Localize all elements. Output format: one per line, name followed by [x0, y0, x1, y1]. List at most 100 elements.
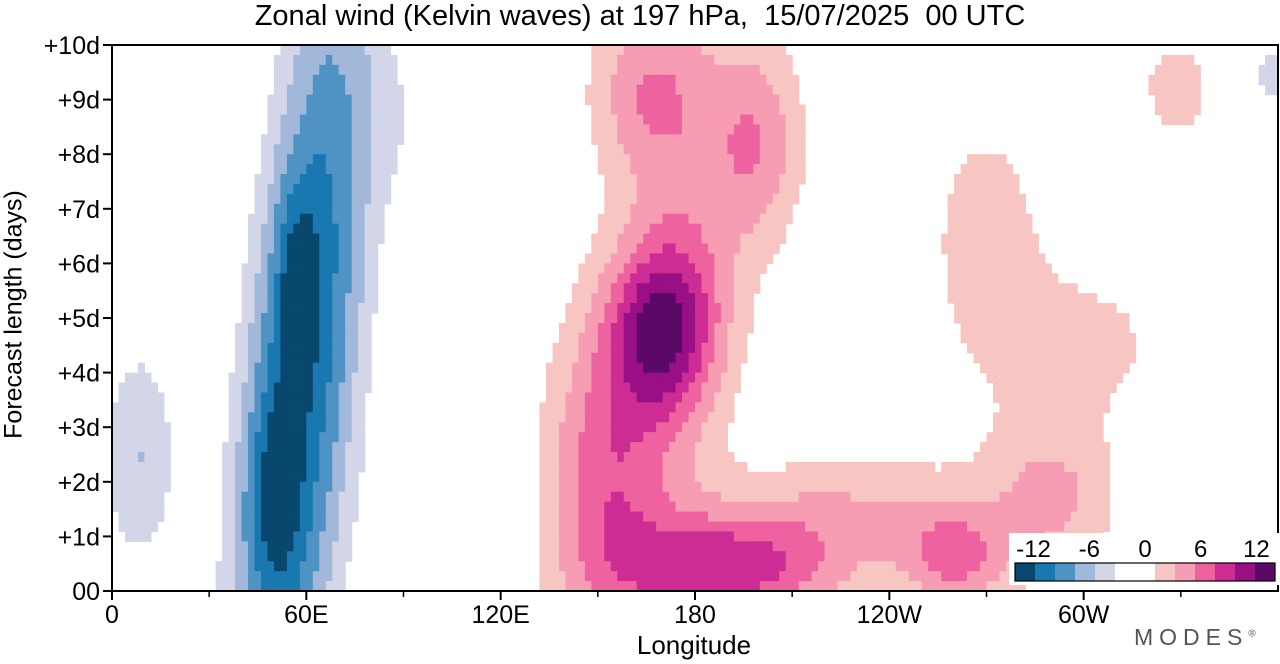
field-cell [565, 561, 573, 572]
field-cell [558, 402, 567, 413]
field-cell [720, 213, 728, 225]
field-cell [332, 303, 340, 314]
field-cell [973, 303, 981, 314]
field-cell [610, 243, 618, 255]
field-cell [254, 442, 262, 453]
field-cell [610, 114, 618, 126]
field-cell [299, 124, 307, 135]
field-cell [669, 263, 677, 274]
field-cell [1044, 501, 1052, 513]
field-cell [656, 233, 664, 245]
field-cell [876, 501, 884, 513]
field-cell [1031, 233, 1039, 245]
field-cell [688, 293, 696, 304]
field-cell [293, 243, 301, 255]
field-cell [591, 452, 599, 463]
field-cell [286, 561, 294, 572]
field-cell [766, 501, 774, 513]
field-cell [604, 402, 612, 413]
colorbar-swatch [1155, 563, 1176, 581]
field-cell [118, 412, 126, 423]
field-cell [1161, 94, 1169, 106]
field-cell [766, 64, 774, 76]
field-cell [267, 283, 275, 294]
field-cell [338, 45, 346, 56]
field-cell [623, 303, 631, 314]
field-cell [727, 322, 735, 334]
field-cell [656, 203, 664, 215]
field-cell [552, 461, 560, 473]
field-cell [163, 481, 171, 493]
field-cell [636, 481, 644, 493]
field-cell [695, 293, 703, 304]
field-cell [682, 223, 690, 235]
field-cell [831, 581, 839, 591]
field-cell [1005, 322, 1014, 334]
field-cell [954, 213, 962, 225]
field-cell [319, 144, 327, 155]
field-cell [325, 322, 333, 334]
field-cell [610, 392, 618, 403]
field-cell [112, 432, 120, 443]
field-cell [584, 352, 592, 364]
field-cell [248, 322, 256, 334]
field-cell [630, 303, 638, 314]
field-cell [733, 501, 741, 513]
field-cell [319, 322, 327, 334]
field-cell [1005, 461, 1014, 473]
field-cell [1064, 293, 1072, 304]
field-cell [701, 45, 709, 56]
field-cell [746, 551, 754, 562]
field-cell [358, 54, 366, 66]
field-cell [1083, 501, 1091, 513]
field-cell [371, 303, 379, 314]
field-cell [999, 154, 1007, 165]
field-cell [669, 332, 677, 344]
field-cell [967, 213, 975, 225]
field-cell [591, 471, 599, 483]
field-cell [1012, 392, 1020, 403]
field-cell [746, 481, 754, 493]
field-cell [908, 521, 916, 533]
field-cell [280, 442, 288, 453]
field-cell [571, 501, 579, 513]
field-cell [682, 422, 690, 433]
field-cell [377, 183, 385, 195]
field-cell [1064, 352, 1072, 364]
field-cell [941, 561, 949, 572]
field-cell [604, 422, 612, 433]
field-cell [707, 571, 716, 582]
field-cell [707, 372, 716, 384]
field-cell [338, 223, 346, 235]
field-cell [992, 332, 1001, 344]
field-cell [779, 193, 787, 205]
field-cell [643, 303, 651, 314]
field-cell [656, 303, 664, 314]
field-cell [798, 531, 806, 542]
field-cell [656, 481, 664, 493]
field-cell [137, 372, 145, 384]
field-cell [617, 253, 625, 264]
field-cell [766, 233, 774, 245]
field-cell [649, 332, 657, 344]
field-cell [286, 551, 294, 562]
field-cell [695, 372, 703, 384]
field-cell [332, 233, 340, 245]
field-cell [986, 442, 994, 453]
field-cell [682, 114, 690, 126]
field-cell [273, 283, 282, 294]
field-cell [636, 114, 644, 126]
field-cell [999, 501, 1007, 513]
field-cell [319, 452, 327, 463]
field-cell [992, 531, 1001, 542]
field-cell [999, 332, 1007, 344]
field-cell [636, 253, 644, 264]
field-cell [623, 243, 631, 255]
field-cell [759, 203, 767, 215]
field-cell [273, 322, 282, 334]
field-cell [358, 45, 366, 56]
field-cell [280, 372, 288, 384]
field-cell [325, 531, 333, 542]
field-cell [992, 233, 1001, 245]
field-cell [377, 174, 385, 185]
